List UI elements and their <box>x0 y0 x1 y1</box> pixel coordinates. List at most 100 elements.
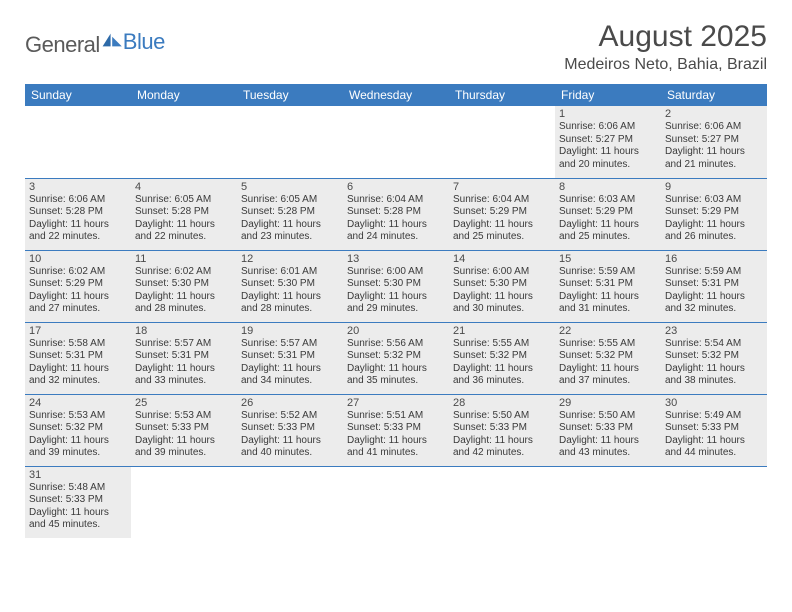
calendar-cell-empty <box>661 466 767 538</box>
cell-text: Sunset: 5:28 PM <box>29 206 127 219</box>
calendar-cell-empty <box>131 466 237 538</box>
cell-text: and 28 minutes. <box>135 303 233 316</box>
calendar-cell-empty <box>555 466 661 538</box>
day-number: 2 <box>665 108 763 120</box>
calendar-cell: 12Sunrise: 6:01 AMSunset: 5:30 PMDayligh… <box>237 250 343 322</box>
calendar-cell: 5Sunrise: 6:05 AMSunset: 5:28 PMDaylight… <box>237 178 343 250</box>
cell-text: Sunrise: 5:56 AM <box>347 338 445 351</box>
cell-text: Sunset: 5:30 PM <box>347 278 445 291</box>
location-text: Medeiros Neto, Bahia, Brazil <box>564 56 767 74</box>
cell-text: Sunset: 5:31 PM <box>559 278 657 291</box>
cell-text: Sunset: 5:28 PM <box>135 206 233 219</box>
calendar-cell: 26Sunrise: 5:52 AMSunset: 5:33 PMDayligh… <box>237 394 343 466</box>
cell-text: Daylight: 11 hours <box>135 363 233 376</box>
calendar-cell-empty <box>131 106 237 178</box>
calendar-cell: 17Sunrise: 5:58 AMSunset: 5:31 PMDayligh… <box>25 322 131 394</box>
day-number: 20 <box>347 325 445 337</box>
cell-text: Daylight: 11 hours <box>29 435 127 448</box>
cell-text: Daylight: 11 hours <box>241 435 339 448</box>
cell-text: Sunset: 5:33 PM <box>665 422 763 435</box>
day-number: 8 <box>559 181 657 193</box>
cell-text: Sunrise: 5:50 AM <box>453 410 551 423</box>
day-header-wednesday: Wednesday <box>343 84 449 106</box>
cell-text: Sunset: 5:28 PM <box>347 206 445 219</box>
cell-text: and 32 minutes. <box>665 303 763 316</box>
cell-text: Sunset: 5:29 PM <box>665 206 763 219</box>
cell-text: Sunset: 5:33 PM <box>453 422 551 435</box>
cell-text: Sunset: 5:33 PM <box>29 494 127 507</box>
cell-text: and 38 minutes. <box>665 375 763 388</box>
day-number: 10 <box>29 253 127 265</box>
calendar-cell-empty <box>237 106 343 178</box>
cell-text: and 22 minutes. <box>135 231 233 244</box>
calendar-cell: 27Sunrise: 5:51 AMSunset: 5:33 PMDayligh… <box>343 394 449 466</box>
cell-text: Sunset: 5:29 PM <box>559 206 657 219</box>
cell-text: Daylight: 11 hours <box>559 291 657 304</box>
cell-text: Daylight: 11 hours <box>347 219 445 232</box>
day-number: 27 <box>347 397 445 409</box>
day-number: 12 <box>241 253 339 265</box>
day-number: 15 <box>559 253 657 265</box>
cell-text: and 28 minutes. <box>241 303 339 316</box>
cell-text: Sunset: 5:33 PM <box>135 422 233 435</box>
cell-text: Daylight: 11 hours <box>559 435 657 448</box>
cell-text: Sunset: 5:31 PM <box>241 350 339 363</box>
cell-text: Sunrise: 5:51 AM <box>347 410 445 423</box>
cell-text: Daylight: 11 hours <box>453 219 551 232</box>
cell-text: and 29 minutes. <box>347 303 445 316</box>
cell-text: Sunrise: 6:05 AM <box>135 194 233 207</box>
day-number: 31 <box>29 469 127 481</box>
cell-text: Daylight: 11 hours <box>665 435 763 448</box>
day-number: 19 <box>241 325 339 337</box>
calendar-cell: 1Sunrise: 6:06 AMSunset: 5:27 PMDaylight… <box>555 106 661 178</box>
calendar-cell: 11Sunrise: 6:02 AMSunset: 5:30 PMDayligh… <box>131 250 237 322</box>
calendar-cell: 8Sunrise: 6:03 AMSunset: 5:29 PMDaylight… <box>555 178 661 250</box>
cell-text: Sunset: 5:32 PM <box>347 350 445 363</box>
day-number: 22 <box>559 325 657 337</box>
cell-text: and 27 minutes. <box>29 303 127 316</box>
logo-text-blue: Blue <box>123 29 167 55</box>
cell-text: and 23 minutes. <box>241 231 339 244</box>
cell-text: Daylight: 11 hours <box>559 146 657 159</box>
cell-text: Sunset: 5:27 PM <box>665 134 763 147</box>
cell-text: Daylight: 11 hours <box>665 363 763 376</box>
cell-text: Daylight: 11 hours <box>29 291 127 304</box>
cell-text: Sunset: 5:28 PM <box>241 206 339 219</box>
cell-text: Sunrise: 6:00 AM <box>347 266 445 279</box>
cell-text: Sunrise: 6:05 AM <box>241 194 339 207</box>
cell-text: and 25 minutes. <box>453 231 551 244</box>
calendar-cell-empty <box>343 466 449 538</box>
cell-text: Sunrise: 5:57 AM <box>241 338 339 351</box>
cell-text: Sunset: 5:27 PM <box>559 134 657 147</box>
calendar-cell: 10Sunrise: 6:02 AMSunset: 5:29 PMDayligh… <box>25 250 131 322</box>
cell-text: Sunrise: 5:48 AM <box>29 482 127 495</box>
cell-text: Sunrise: 6:00 AM <box>453 266 551 279</box>
calendar-cell: 14Sunrise: 6:00 AMSunset: 5:30 PMDayligh… <box>449 250 555 322</box>
cell-text: Daylight: 11 hours <box>241 219 339 232</box>
cell-text: Daylight: 11 hours <box>665 146 763 159</box>
cell-text: Sunset: 5:29 PM <box>29 278 127 291</box>
cell-text: and 31 minutes. <box>559 303 657 316</box>
calendar-table: SundayMondayTuesdayWednesdayThursdayFrid… <box>25 84 767 538</box>
calendar-cell: 2Sunrise: 6:06 AMSunset: 5:27 PMDaylight… <box>661 106 767 178</box>
cell-text: and 36 minutes. <box>453 375 551 388</box>
cell-text: Daylight: 11 hours <box>559 363 657 376</box>
day-number: 1 <box>559 108 657 120</box>
cell-text: and 35 minutes. <box>347 375 445 388</box>
logo-sail-icon <box>100 39 125 56</box>
day-number: 16 <box>665 253 763 265</box>
calendar-row: 1Sunrise: 6:06 AMSunset: 5:27 PMDaylight… <box>25 106 767 178</box>
cell-text: Sunrise: 6:02 AM <box>135 266 233 279</box>
cell-text: Sunset: 5:30 PM <box>135 278 233 291</box>
calendar-cell: 7Sunrise: 6:04 AMSunset: 5:29 PMDaylight… <box>449 178 555 250</box>
calendar-cell: 23Sunrise: 5:54 AMSunset: 5:32 PMDayligh… <box>661 322 767 394</box>
calendar-cell: 20Sunrise: 5:56 AMSunset: 5:32 PMDayligh… <box>343 322 449 394</box>
cell-text: Sunset: 5:32 PM <box>665 350 763 363</box>
calendar-row: 10Sunrise: 6:02 AMSunset: 5:29 PMDayligh… <box>25 250 767 322</box>
calendar-cell-empty <box>449 106 555 178</box>
cell-text: Daylight: 11 hours <box>665 291 763 304</box>
calendar-cell-empty <box>449 466 555 538</box>
cell-text: Sunrise: 5:57 AM <box>135 338 233 351</box>
cell-text: and 20 minutes. <box>559 159 657 172</box>
cell-text: and 30 minutes. <box>453 303 551 316</box>
